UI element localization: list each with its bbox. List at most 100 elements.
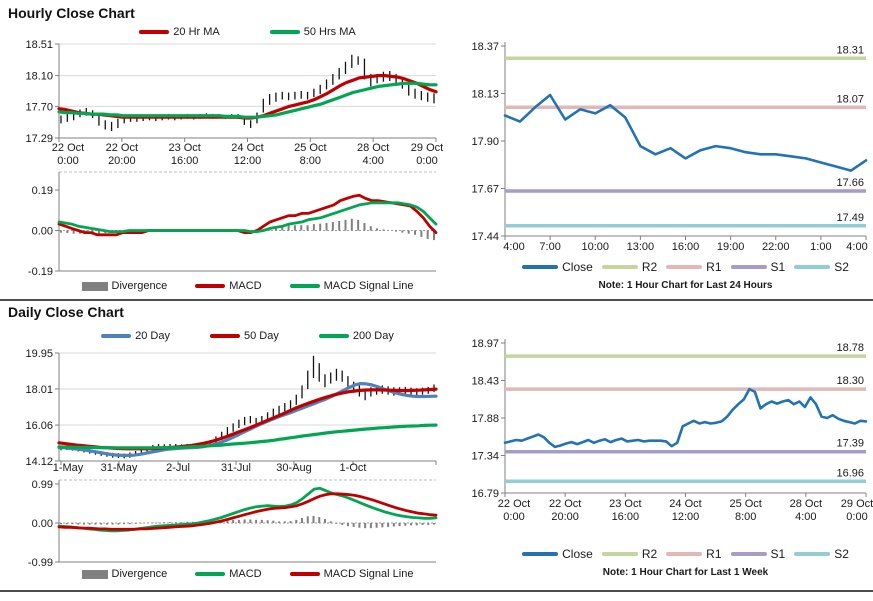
svg-text:25 Oct: 25 Oct [729,498,761,510]
svg-text:18.07: 18.07 [836,93,864,105]
legend-label: MACD Signal Line [323,280,414,292]
svg-text:16.79: 16.79 [471,488,499,500]
svg-text:0.19: 0.19 [32,185,53,197]
line-swatch-50day [210,334,240,338]
svg-text:23 Oct: 23 Oct [609,498,641,510]
chart-note-week: Note: 1 Hour Chart for Last 1 Week [602,567,769,578]
svg-text:22 Oct: 22 Oct [52,142,84,154]
svg-text:20:00: 20:00 [108,155,136,167]
chart-note-24h: Note: 1 Hour Chart for Last 24 Hours [598,280,773,291]
svg-text:0:00: 0:00 [416,155,437,167]
legend-label: S1 [770,547,786,561]
hourly-price-legend: 20 Hr MA 50 Hrs MA [59,26,436,38]
legend-item-20hr-ma: 20 Hr MA [139,26,220,38]
svg-text:4:00: 4:00 [503,241,524,253]
legend-label: R1 [706,260,722,274]
legend-item-200day: 200 Day [318,330,394,342]
legend-label: Close [562,547,593,561]
legend-item-r1: R1 [666,260,722,274]
daily-macd-plot: 0.99 0.00 -0.99 [28,479,438,569]
svg-text:17.66: 17.66 [836,177,864,189]
svg-text:17.44: 17.44 [471,231,499,243]
hourly-section-title: Hourly Close Chart [8,5,135,21]
hourly-close-plot-candles [60,54,435,132]
svg-text:22 Oct: 22 Oct [498,498,530,510]
svg-text:16:00: 16:00 [672,241,700,253]
svg-text:28 Oct: 28 Oct [790,498,822,510]
svg-text:14.12: 14.12 [25,456,53,468]
svg-text:22:00: 22:00 [762,241,790,253]
svg-text:16.06: 16.06 [25,420,53,432]
svg-text:23 Oct: 23 Oct [168,142,200,154]
line-swatch-macd-signal [289,572,320,576]
line-swatch-50hr-ma [269,30,300,34]
section-divider [0,299,873,301]
legend-label: R2 [641,260,658,274]
line-swatch-macd-signal [289,284,320,288]
svg-text:18.78: 18.78 [836,342,864,354]
legend-item-r2: R2 [601,260,658,274]
svg-text:1-Oct: 1-Oct [340,462,367,474]
svg-text:12:00: 12:00 [234,155,262,167]
line-swatch-s2 [794,265,831,269]
legend-label: Close [562,260,593,274]
svg-text:12:00: 12:00 [672,511,700,523]
legend-label: Divergence [111,280,168,292]
line-swatch-20day [101,334,132,338]
svg-text:20:00: 20:00 [551,511,579,523]
legend-item-s2: S2 [794,547,849,561]
svg-text:8:00: 8:00 [300,155,321,167]
svg-text:31-May: 31-May [101,462,138,474]
svg-text:1-May: 1-May [53,462,84,474]
line-swatch-macd [195,572,226,576]
daily-macd-legend: Divergence MACD MACD Signal Line [59,568,436,580]
legend-item-macd-signal: MACD Signal Line [289,280,414,292]
svg-text:7:00: 7:00 [539,241,560,253]
svg-text:18.10: 18.10 [25,71,53,83]
legend-label: MACD [229,568,262,580]
svg-text:18.51: 18.51 [25,39,53,51]
legend-label: Divergence [111,568,168,580]
legend-item-close: Close [522,260,593,274]
svg-text:16:00: 16:00 [612,511,640,523]
svg-text:18.43: 18.43 [471,376,499,388]
svg-text:18.13: 18.13 [471,89,499,101]
legend-label: MACD Signal Line [323,568,414,580]
svg-text:-0.99: -0.99 [28,557,53,569]
legend-label: 20 Hr MA [173,26,220,38]
svg-text:10:00: 10:00 [581,241,609,253]
daily-section-title: Daily Close Chart [8,304,124,320]
svg-text:19.95: 19.95 [25,348,53,360]
daily-close-plot: 19.95 18.01 16.06 14.12 1-May 31-May 2-Jul 31-J… [25,348,438,474]
svg-text:24 Oct: 24 Oct [231,142,263,154]
hourly-macd-legend: Divergence MACD MACD Signal Line [59,280,436,292]
legend-item-macd: MACD [195,280,262,292]
line-swatch-r2 [601,265,638,269]
svg-text:2-Jul: 2-Jul [166,462,190,474]
pivot-24h-legend: Close R2 R1 S1 S2 [505,260,866,274]
svg-text:24 Oct: 24 Oct [669,498,701,510]
legend-item-50hr-ma: 50 Hrs MA [269,26,356,38]
bar-swatch-divergence [81,281,108,291]
svg-text:17.67: 17.67 [471,184,499,196]
svg-text:19:00: 19:00 [717,241,745,253]
svg-text:4:00: 4:00 [362,155,383,167]
svg-text:1:00: 1:00 [810,241,831,253]
daily-macd-plot-divergence-bars [60,515,435,529]
svg-text:22 Oct: 22 Oct [106,142,138,154]
line-swatch-s1 [730,552,767,556]
svg-text:30-Aug: 30-Aug [276,462,311,474]
svg-text:29 Oct: 29 Oct [841,498,873,510]
svg-text:31-Jul: 31-Jul [221,462,251,474]
legend-label: 200 Day [352,330,394,342]
svg-text:17.34: 17.34 [471,451,499,463]
svg-text:22 Oct: 22 Oct [549,498,581,510]
hourly-macd-plot: 0.19 0.00 -0.19 [28,171,438,278]
svg-text:17.90: 17.90 [471,136,499,148]
svg-text:18.01: 18.01 [25,384,53,396]
legend-label: MACD [229,280,262,292]
svg-text:28 Oct: 28 Oct [357,142,389,154]
legend-item-close: Close [522,547,593,561]
